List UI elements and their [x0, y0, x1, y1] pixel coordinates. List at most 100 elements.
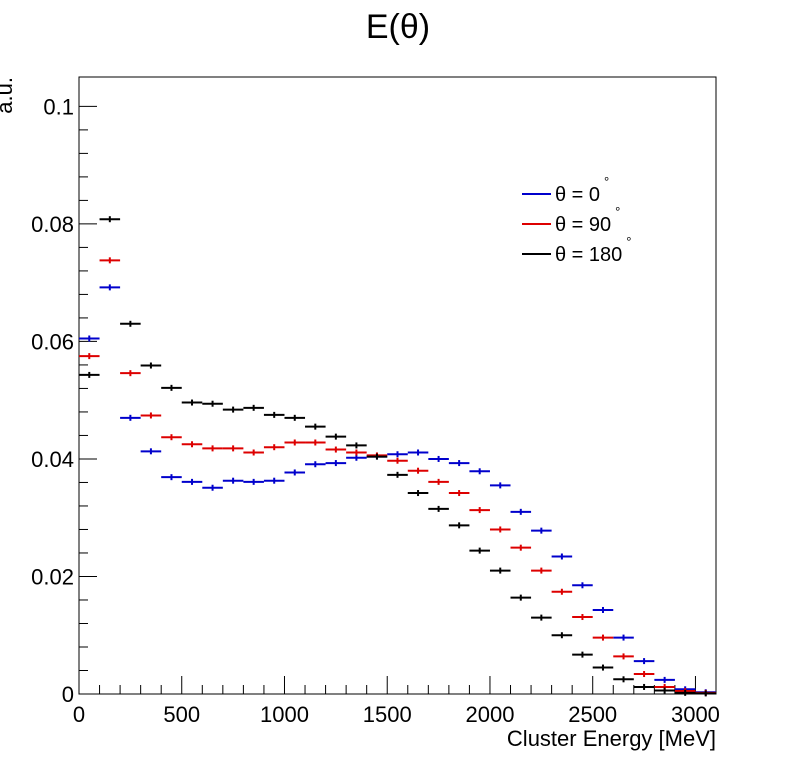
data-point	[674, 689, 696, 696]
data-point	[407, 449, 429, 456]
data-point	[325, 446, 347, 453]
data-point	[202, 484, 223, 491]
data-point	[469, 547, 490, 554]
data-point	[161, 384, 182, 391]
data-point	[243, 478, 264, 485]
data-point	[222, 445, 244, 452]
data-point	[120, 370, 141, 377]
data-point	[202, 400, 223, 407]
data-point	[407, 467, 429, 474]
data-point	[120, 414, 141, 421]
x-tick-label: 500	[163, 702, 200, 727]
x-tick-label: 1000	[260, 702, 309, 727]
data-point	[531, 567, 552, 574]
data-point	[79, 371, 100, 378]
data-point	[263, 477, 285, 484]
data-point	[325, 433, 347, 440]
data-point	[305, 423, 326, 430]
data-point	[592, 634, 614, 641]
y-axis-label: a.u.	[0, 77, 17, 114]
data-point	[387, 451, 408, 458]
y-tick-label: 0.02	[31, 564, 74, 589]
data-marks	[79, 216, 716, 697]
data-point	[79, 353, 100, 360]
data-point	[613, 653, 634, 660]
data-point	[428, 455, 449, 462]
data-point	[202, 445, 223, 452]
data-point	[695, 690, 716, 697]
data-point	[284, 414, 306, 421]
y-tick-label: 0.1	[43, 94, 74, 119]
data-point	[448, 460, 470, 467]
data-point	[551, 553, 573, 560]
data-point	[654, 687, 675, 694]
data-point	[181, 478, 203, 485]
data-point	[531, 527, 552, 534]
data-point	[284, 469, 306, 476]
data-point	[346, 454, 367, 461]
data-point	[140, 412, 162, 419]
data-point	[489, 526, 511, 533]
data-point	[79, 335, 100, 342]
legend-degree-sign: °	[626, 234, 631, 249]
y-tick-label: 0.06	[31, 329, 74, 354]
data-point	[428, 505, 449, 512]
data-point	[346, 442, 367, 449]
x-tick-label: 0	[73, 702, 85, 727]
data-point	[120, 320, 141, 327]
data-point	[387, 471, 408, 478]
data-point	[572, 582, 593, 589]
data-point	[140, 362, 162, 369]
data-point	[99, 284, 121, 291]
x-axis-label: Cluster Energy [MeV]	[507, 726, 716, 751]
data-point	[346, 449, 367, 456]
data-point	[243, 404, 264, 411]
y-tick-label: 0.08	[31, 212, 74, 237]
data-point	[613, 634, 634, 641]
axes: 0 500 1000 1500 2000 2500 3000 0 0.02 0.04 0.06 0.0…	[31, 94, 720, 727]
data-point	[510, 544, 532, 551]
data-point	[489, 482, 511, 489]
series-0	[79, 284, 716, 696]
data-point	[387, 457, 408, 464]
x-tick-label: 2500	[568, 702, 617, 727]
data-point	[633, 671, 655, 678]
data-point	[243, 449, 264, 456]
x-tick-label: 1500	[363, 702, 412, 727]
data-point	[531, 614, 552, 621]
legend-degree-sign: °	[615, 204, 620, 219]
data-point	[366, 453, 388, 460]
data-point	[99, 216, 121, 223]
y-tick-label: 0	[62, 682, 74, 707]
data-point	[222, 406, 244, 413]
plot-frame	[78, 76, 717, 695]
data-point	[305, 461, 326, 468]
data-point	[99, 257, 121, 264]
data-point	[428, 478, 449, 485]
data-point	[161, 434, 182, 441]
data-point	[305, 439, 326, 446]
data-point	[633, 683, 655, 690]
data-point	[325, 460, 347, 467]
data-point	[572, 651, 593, 658]
x-tick-label: 3000	[671, 702, 720, 727]
data-point	[654, 676, 675, 683]
series-1	[79, 257, 716, 696]
data-point	[284, 439, 306, 446]
data-point	[551, 632, 573, 639]
data-point	[407, 490, 429, 497]
data-point	[181, 441, 203, 448]
data-point	[572, 614, 593, 621]
data-point	[592, 606, 614, 613]
data-point	[633, 658, 655, 665]
data-point	[551, 588, 573, 595]
data-point	[448, 490, 470, 497]
series-2	[79, 216, 716, 697]
y-tick-label: 0.04	[31, 447, 74, 472]
data-point	[263, 411, 285, 418]
data-point	[448, 522, 470, 529]
x-tick-label: 2000	[465, 702, 514, 727]
data-point	[469, 468, 490, 475]
